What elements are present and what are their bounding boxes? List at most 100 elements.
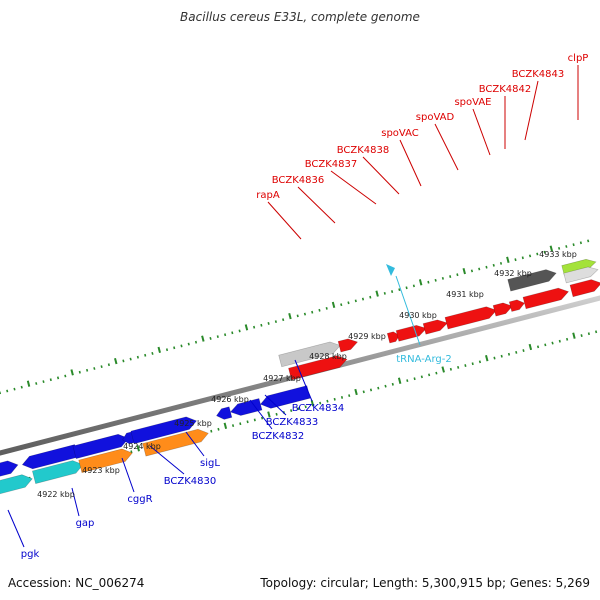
ruler-tick-minor	[217, 427, 220, 431]
ruler-tick-minor	[369, 295, 372, 299]
feature-spovae	[492, 302, 514, 317]
ruler-tick-minor	[20, 385, 23, 389]
ruler-tick-minor	[434, 278, 437, 282]
ruler-tick-major	[70, 369, 74, 376]
ruler-tick-minor	[566, 337, 569, 341]
ruler-tick-minor	[180, 344, 183, 348]
ruler-tick-minor	[216, 335, 219, 338]
ruler-tick-minor	[580, 334, 583, 337]
ruler-tick-minor	[471, 362, 474, 366]
ruler-label-4932-kbp: 4932 kbp	[494, 269, 532, 278]
ruler-label-4922-kbp: 4922 kbp	[37, 490, 75, 499]
ruler-tick-minor	[187, 342, 190, 346]
ruler-tick-minor	[130, 450, 133, 454]
ruler-tick-minor	[558, 247, 561, 250]
ruler-tick-minor	[587, 239, 590, 243]
ruler-tick-minor	[500, 354, 503, 358]
ruler-tick-minor	[391, 382, 394, 386]
ruler-label-4927-kbp: 4927 kbp	[263, 374, 301, 383]
ruler-tick-minor	[449, 275, 452, 278]
ruler-tick-minor	[290, 409, 293, 413]
ruler-tick-minor	[296, 314, 299, 318]
ruler-tick-minor	[420, 375, 423, 379]
ruler-tick-minor	[246, 420, 249, 424]
ruler-tick-minor	[544, 343, 547, 347]
ruler-label-4924-kbp: 4924 kbp	[123, 442, 161, 451]
gene-label-bczk4843: BCZK4843	[512, 69, 565, 80]
leader-bczk4832	[249, 399, 273, 430]
ruler-tick-major	[354, 388, 358, 396]
ruler-tick-minor	[86, 368, 89, 372]
ruler-tick-major	[201, 335, 205, 342]
leader-bczk4843	[524, 80, 539, 141]
ruler-tick-minor	[354, 299, 357, 303]
ruler-tick-minor	[6, 389, 9, 393]
feature-bczk4833	[229, 398, 263, 416]
ruler-tick-minor	[231, 331, 234, 335]
leader-bczk4837	[330, 170, 377, 205]
ruler-tick-minor	[384, 384, 387, 388]
ruler-tick-minor	[93, 367, 96, 370]
feature-clpp	[569, 279, 600, 298]
feature-pgk-cyan	[0, 474, 33, 495]
gene-label-spovae: spoVAE	[454, 97, 491, 108]
leader-rapa	[267, 201, 302, 240]
ruler-tick-minor	[478, 267, 481, 271]
ruler-tick-minor	[427, 280, 430, 284]
gene-label-gap: gap	[76, 518, 95, 529]
ruler-tick-major	[528, 343, 533, 351]
ruler-tick-minor	[35, 382, 38, 385]
ruler-label-4928-kbp: 4928 kbp	[309, 352, 347, 361]
ruler-tick-minor	[515, 350, 518, 354]
ruler-tick-minor	[565, 245, 568, 248]
ruler-tick-minor	[136, 355, 139, 359]
ruler-tick-minor	[413, 377, 416, 381]
ruler-tick-minor	[579, 241, 582, 245]
feature-gap	[32, 460, 84, 484]
feature-bczk4843-gray	[507, 269, 557, 292]
accession-label: Accession: NC_006274	[8, 576, 145, 590]
ruler-tick-minor	[253, 325, 256, 329]
ruler-tick-major	[375, 290, 379, 297]
ruler-tick-minor	[282, 318, 285, 322]
ruler-label-4925-kbp: 4925 kbp	[174, 419, 212, 428]
upper-tick-row	[0, 239, 590, 395]
gene-label-bczk4837: BCZK4837	[305, 159, 358, 170]
leader-bczk4830	[149, 445, 185, 475]
label-leaders	[7, 65, 579, 548]
gene-label-bczk4833: BCZK4833	[266, 417, 319, 428]
ruler-tick-major	[572, 332, 576, 339]
ruler-tick-minor	[457, 365, 460, 369]
ruler-tick-major	[506, 256, 510, 263]
gene-label-cggr: cggR	[127, 494, 152, 505]
ruler-tick-minor	[267, 322, 270, 325]
gene-label-pgk: pgk	[21, 549, 40, 560]
ruler-tick-minor	[122, 359, 125, 363]
ruler-tick-minor	[499, 262, 503, 265]
ruler-tick-major	[26, 380, 31, 387]
ruler-tick-minor	[348, 394, 351, 397]
ruler-tick-minor	[406, 379, 409, 382]
feature-gap-blue	[21, 444, 79, 470]
ruler-tick-major	[157, 346, 161, 354]
ruler-tick-minor	[507, 352, 511, 356]
ruler-tick-minor	[485, 265, 488, 269]
ruler-tick-minor	[333, 397, 336, 401]
ruler-tick-minor	[492, 263, 495, 267]
feature-rapa-gray	[278, 341, 341, 368]
ruler-tick-minor	[536, 252, 539, 256]
feature-clpp-light	[563, 266, 599, 284]
feature-bczk4842	[508, 299, 525, 312]
feature-cggr-blue	[72, 433, 129, 459]
ruler-tick-minor	[253, 418, 256, 422]
ruler-tick-minor	[522, 349, 525, 352]
ruler-tick-major	[397, 377, 402, 384]
leader-spovad	[434, 123, 459, 171]
leader-cggr	[121, 457, 135, 493]
ruler-tick-minor	[464, 364, 467, 367]
ruler-tick-minor	[297, 407, 300, 411]
ruler-tick-minor	[165, 348, 169, 352]
ruler-tick-minor	[275, 412, 278, 416]
ruler-tick-minor	[326, 399, 329, 403]
